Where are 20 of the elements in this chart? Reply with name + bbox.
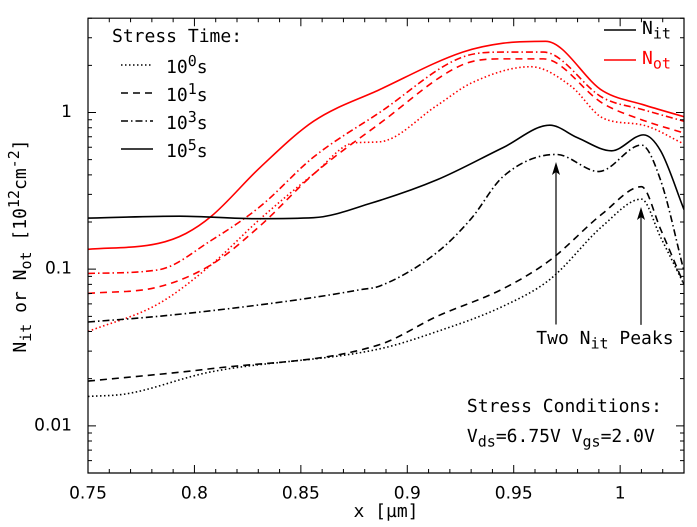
x-tick-label: 0.8 [180,484,208,504]
annotation: Two N$_{it}$ Peaks [536,328,674,353]
legend-label: 10$^{3}$s [166,108,208,134]
y-tick-label: 0.1 [44,258,72,279]
x-tick-label: 0.9 [394,484,421,504]
x-tick-label: 1 [614,484,626,504]
annotation: N$_{it}$ [642,18,671,43]
y-tick-label: 0.01 [34,415,72,436]
legend-title: Stress Time: [112,26,242,47]
x-tick-label: 0.95 [494,484,533,504]
x-axis-title: x [μm] [353,501,419,522]
x-tick-label: 0.85 [282,484,320,504]
annotation: N$_{ot}$ [642,48,671,73]
y-tick-label: 1 [61,102,72,122]
legend-label: 10$^{5}$s [166,136,208,162]
legend-label: 10$^{0}$s [166,52,208,78]
annotation: V$_{ds}$=6.75V V$_{gs}$=2.0V [466,426,656,453]
legend-label: 10$^{1}$s [166,80,208,106]
x-tick-label: 0.75 [69,484,107,504]
annotation: Stress Conditions: [466,396,662,419]
